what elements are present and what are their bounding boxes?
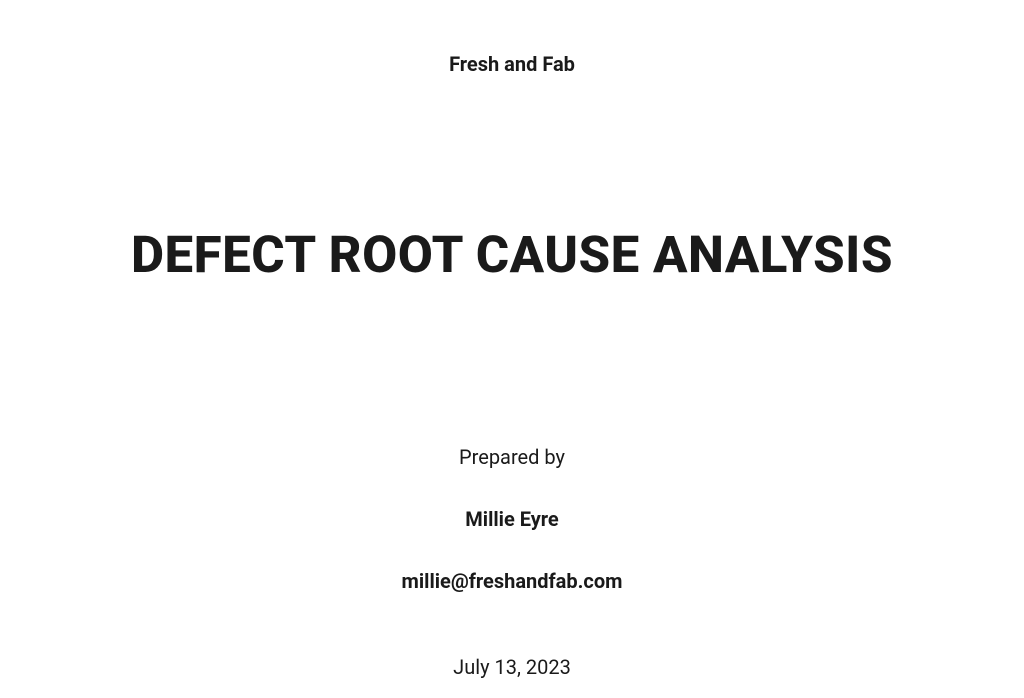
prepared-by-label: Prepared by <box>459 445 565 469</box>
company-name: Fresh and Fab <box>449 52 575 76</box>
author-name: Millie Eyre <box>465 507 558 531</box>
document-title: DEFECT ROOT CAUSE ANALYSIS <box>131 226 893 285</box>
author-email: millie@freshandfab.com <box>402 569 623 593</box>
document-date: July 13, 2023 <box>453 655 571 679</box>
